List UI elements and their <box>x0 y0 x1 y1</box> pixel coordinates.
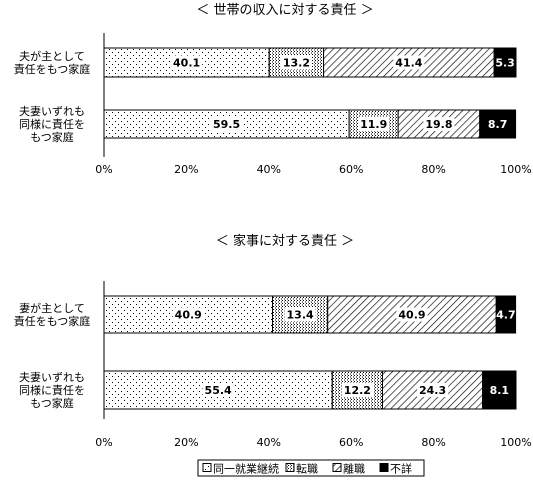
legend-label: 同一就業継続 <box>213 462 279 476</box>
legend-label: 転職 <box>296 463 318 476</box>
legend-label: 離職 <box>343 462 365 476</box>
category-label: 夫妻いずれも同様に責任をもつ家庭 <box>19 371 85 410</box>
data-label-bg <box>393 55 425 70</box>
x-tick-label: 60% <box>339 436 363 449</box>
data-label-bg <box>358 117 390 131</box>
data-label: 11.9 <box>360 118 387 131</box>
x-tick-label: 20% <box>174 436 198 449</box>
income-responsibility-chart: ＜ 世帯の収入に対する責任 ＞ 40.1 13.2 41.4 5.3 59.5 11.9 1… <box>14 3 532 176</box>
legend: 同一就業継続 転職 離職 不詳 <box>197 459 425 477</box>
x-tick-label: 20% <box>174 163 198 176</box>
data-label: 24.3 <box>419 384 446 397</box>
data-label-bg <box>416 383 449 397</box>
data-label: 40.1 <box>173 57 200 70</box>
data-label: 8.1 <box>490 384 510 397</box>
segment-job-change-swatch <box>285 463 295 472</box>
data-label: 59.5 <box>213 118 240 131</box>
data-label: 19.8 <box>425 118 452 131</box>
segment-unknown-bar <box>495 295 517 334</box>
data-label: 4.7 <box>496 309 516 322</box>
data-label: 55.4 <box>205 384 232 397</box>
category-label: 夫が主として責任をもつ家庭 <box>14 49 91 76</box>
data-label: 8.7 <box>488 118 508 131</box>
plot-area: 40.9 13.4 40.9 4.7 55.4 12.2 24.3 8.1 <box>103 295 517 410</box>
segment-continued-swatch <box>202 463 212 472</box>
housework-responsibility-chart: ＜ 家事に対する責任 ＞ 40.9 13.4 40.9 4.7 55.4 12.2 24.3… <box>14 233 532 449</box>
data-label-bg <box>396 307 428 322</box>
x-axis-ticks: 0% 20% 40% 60% 80% 100% <box>95 436 531 449</box>
data-label-bg <box>172 307 204 322</box>
chart-title: ＜ 世帯の収入に対する責任 ＞ <box>196 3 373 18</box>
legend-label: 不詳 <box>390 462 412 476</box>
data-label: 40.9 <box>175 309 202 322</box>
data-label-bg <box>341 383 373 397</box>
data-label: 13.4 <box>287 309 314 322</box>
data-label: 5.3 <box>495 57 515 70</box>
segment-unknown-swatch <box>379 463 389 472</box>
chart-title: ＜ 家事に対する責任 ＞ <box>216 233 354 249</box>
data-label: 12.2 <box>344 384 371 397</box>
x-tick-label: 60% <box>339 163 363 176</box>
plot-area: 40.1 13.2 41.4 5.3 59.5 11.9 19.8 8.7 <box>103 47 517 139</box>
data-label: 40.9 <box>398 309 425 322</box>
data-label-bg <box>202 383 234 397</box>
data-label: 13.2 <box>283 57 310 70</box>
segment-unknown-bar <box>493 47 517 78</box>
category-label: 夫妻いずれも同様に責任をもつ家庭 <box>19 105 85 144</box>
data-label-bg <box>171 55 203 70</box>
segment-left-job-swatch <box>332 463 342 472</box>
x-tick-label: 40% <box>257 163 281 176</box>
x-tick-label: 80% <box>421 163 445 176</box>
segment-unknown-bar <box>482 370 517 410</box>
x-tick-label: 0% <box>95 163 112 176</box>
data-label-bg <box>423 117 455 131</box>
segment-unknown-bar <box>479 109 517 139</box>
data-label-bg <box>280 55 313 70</box>
x-tick-label: 40% <box>257 436 281 449</box>
x-tick-label: 0% <box>95 436 112 449</box>
data-label-bg <box>284 307 316 322</box>
x-tick-label: 80% <box>421 436 445 449</box>
x-axis-ticks: 0% 20% 40% 60% 80% 100% <box>95 163 531 176</box>
legend-box <box>197 459 425 477</box>
data-label: 41.4 <box>395 57 422 70</box>
data-label-bg <box>210 117 243 131</box>
category-label: 妻が主として責任をもつ家庭 <box>14 301 91 328</box>
x-tick-label: 100% <box>500 436 531 449</box>
x-tick-label: 100% <box>500 163 531 176</box>
